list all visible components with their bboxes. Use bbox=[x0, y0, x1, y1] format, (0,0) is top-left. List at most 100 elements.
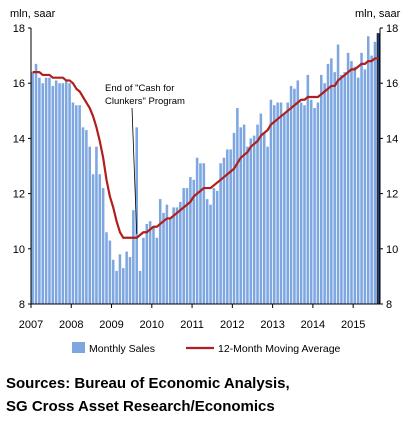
sales-bar bbox=[132, 210, 135, 304]
sales-bar bbox=[266, 146, 269, 304]
left-y-ticks: 8 10 12 14 16 18 bbox=[13, 23, 31, 311]
moving-average-line bbox=[32, 57, 379, 239]
sales-bar bbox=[58, 83, 61, 304]
sales-bar bbox=[326, 63, 330, 304]
sales-bar bbox=[346, 52, 350, 305]
legend-monthly-sales-label: Monthly Sales bbox=[89, 343, 155, 355]
annotation-pointer bbox=[131, 107, 138, 234]
sales-bar bbox=[222, 157, 226, 304]
monthly-sales-bars bbox=[31, 33, 380, 305]
sales-bar bbox=[299, 102, 303, 305]
sources-note: Sources: Bureau of Economic Analysis, SG… bbox=[6, 372, 406, 418]
sales-bar bbox=[61, 83, 65, 304]
right-y-ticks: 8 10 12 14 16 18 bbox=[380, 23, 398, 311]
sales-bar bbox=[286, 102, 289, 305]
sales-bar bbox=[350, 61, 353, 305]
sales-bar bbox=[175, 207, 179, 304]
sales-bar bbox=[363, 69, 367, 305]
sales-bar bbox=[68, 83, 71, 304]
sales-bar bbox=[252, 135, 256, 304]
legend-moving-average-label: 12-Month Moving Average bbox=[218, 343, 341, 355]
left-y-tick-label: 16 bbox=[13, 78, 25, 90]
sales-bar bbox=[262, 132, 266, 304]
sales-bar bbox=[98, 174, 102, 304]
sales-bar bbox=[31, 72, 34, 304]
sales-bar bbox=[71, 102, 75, 305]
x-tick-label: 2013 bbox=[260, 319, 284, 331]
left-y-tick-label: 10 bbox=[13, 244, 25, 256]
x-tick-label: 2008 bbox=[59, 319, 83, 331]
sales-bar bbox=[226, 149, 229, 304]
x-ticks: 2007 2008 2009 2010 2011 2012 2013 2014 2015 bbox=[19, 304, 365, 331]
sales-bar bbox=[64, 80, 68, 304]
sales-bar bbox=[373, 41, 377, 305]
sales-bar bbox=[306, 74, 310, 304]
sales-bar bbox=[239, 127, 243, 304]
sales-bar bbox=[162, 212, 165, 304]
sales-bar bbox=[293, 88, 296, 304]
legend: Monthly Sales 12-Month Moving Average bbox=[72, 342, 341, 355]
sales-bar bbox=[246, 146, 249, 304]
sales-bar bbox=[212, 188, 216, 304]
sales-bar bbox=[283, 113, 286, 304]
sales-bar bbox=[256, 124, 259, 304]
sales-bar bbox=[44, 77, 48, 305]
sales-bar bbox=[95, 146, 98, 304]
sales-bar bbox=[370, 55, 373, 304]
sales-bar bbox=[330, 58, 333, 304]
left-axis-unit: mln, saar bbox=[10, 8, 56, 20]
sales-bar bbox=[336, 44, 340, 305]
sales-bar bbox=[340, 74, 343, 304]
sales-bar bbox=[316, 102, 320, 305]
x-tick-label: 2014 bbox=[301, 319, 325, 331]
right-y-tick-label: 16 bbox=[386, 78, 398, 90]
sales-bar bbox=[205, 199, 209, 304]
cash-for-clunkers-annotation: End of "Cash for Clunkers" Program bbox=[105, 83, 185, 234]
sales-bar bbox=[101, 188, 105, 304]
sales-bar bbox=[48, 77, 51, 305]
right-y-tick-label: 8 bbox=[386, 299, 392, 311]
sales-bar bbox=[333, 72, 336, 304]
sources-line-1: Sources: Bureau of Economic Analysis, bbox=[6, 375, 290, 392]
sales-bar bbox=[366, 36, 370, 304]
sales-bar bbox=[38, 77, 41, 305]
sales-bar bbox=[303, 105, 306, 304]
sales-bar bbox=[189, 177, 192, 304]
sales-bar bbox=[276, 102, 279, 305]
sales-bar bbox=[51, 85, 55, 305]
sales-bar bbox=[122, 268, 125, 304]
sales-bar bbox=[34, 63, 38, 304]
sales-bar bbox=[138, 270, 142, 304]
sales-bar bbox=[259, 113, 263, 304]
sales-bar bbox=[88, 146, 91, 304]
sales-bar bbox=[313, 108, 316, 304]
sales-bar bbox=[148, 221, 152, 304]
x-tick-label: 2010 bbox=[140, 319, 164, 331]
sales-bar bbox=[128, 257, 132, 304]
sales-bar bbox=[115, 270, 118, 304]
sales-bar bbox=[242, 124, 246, 304]
sales-bar bbox=[273, 105, 276, 304]
x-tick-label: 2012 bbox=[220, 319, 244, 331]
sales-bar bbox=[168, 218, 172, 304]
x-tick-label: 2007 bbox=[19, 319, 43, 331]
sales-bar bbox=[118, 254, 122, 304]
sales-bar bbox=[165, 204, 169, 304]
x-tick-label: 2015 bbox=[341, 319, 365, 331]
sales-bar bbox=[108, 240, 112, 304]
sales-bar bbox=[229, 149, 232, 304]
sales-bar bbox=[195, 157, 199, 304]
sales-bar bbox=[75, 105, 78, 304]
sales-bar bbox=[320, 74, 323, 304]
annotation-line-2: Clunkers" Program bbox=[105, 96, 185, 107]
sales-bar bbox=[353, 66, 357, 304]
sales-bar bbox=[360, 52, 363, 305]
annotation-line-1: End of "Cash for bbox=[105, 83, 174, 94]
left-y-tick-label: 18 bbox=[13, 23, 25, 35]
sales-bar bbox=[78, 105, 81, 304]
sales-bar bbox=[135, 127, 138, 304]
sales-bar bbox=[249, 138, 253, 304]
sales-bar bbox=[289, 85, 293, 305]
sales-bar bbox=[296, 80, 300, 304]
sales-bar bbox=[155, 237, 159, 304]
